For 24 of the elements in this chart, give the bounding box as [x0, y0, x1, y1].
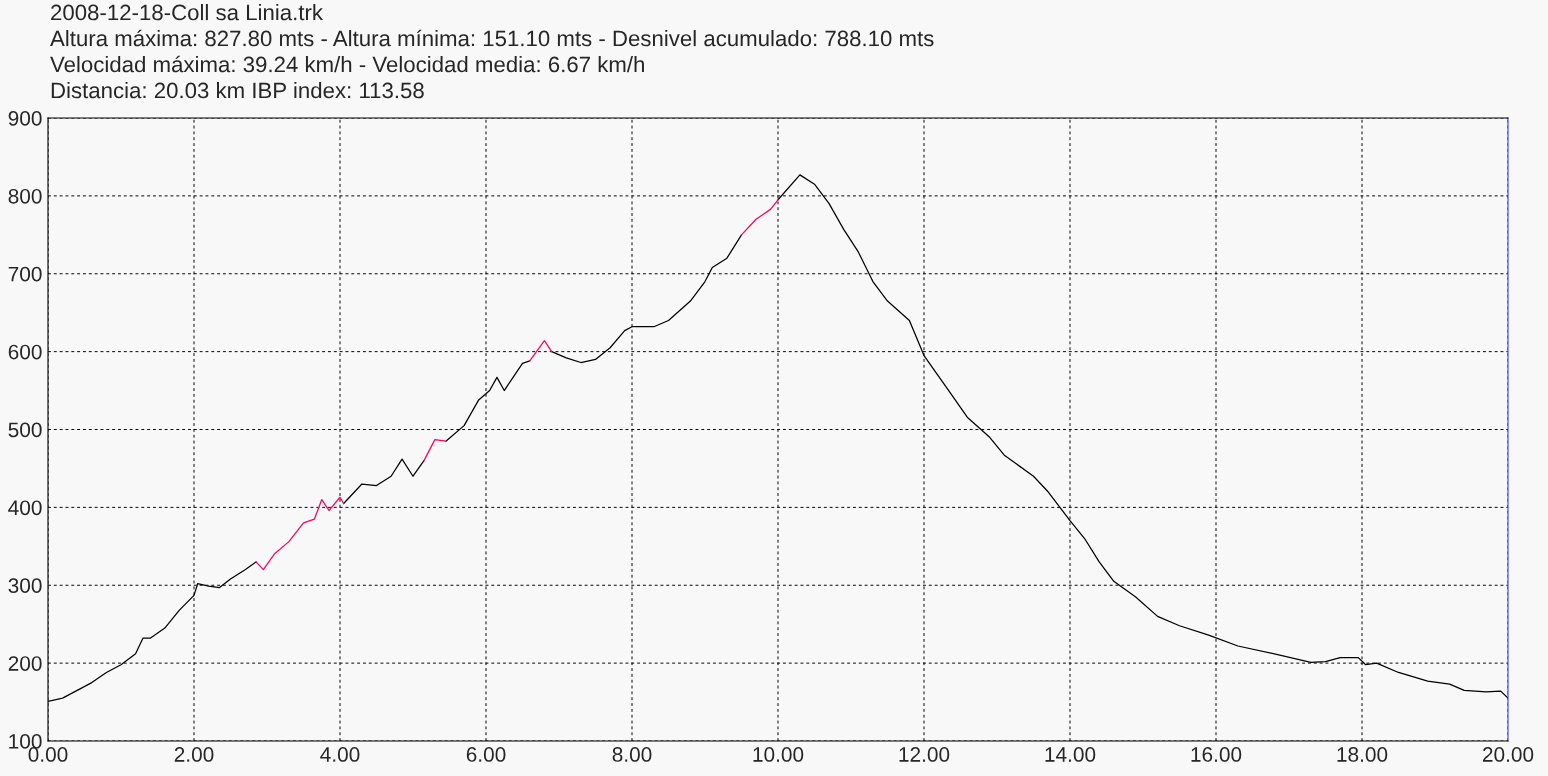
y-tick-label: 800: [8, 188, 42, 204]
x-tick-label: 16.00: [1191, 747, 1242, 762]
y-tick-label: 200: [8, 656, 42, 671]
text: Altura máxima: 827.80 mts - Altura mínima: 151.10 mts - Desnivel acumulado: 788.10 mts: [50, 29, 934, 47]
x-tick-label: 20.00: [1482, 747, 1534, 762]
x-tick-label: 4.00: [320, 747, 360, 762]
y-tick-label: 700: [8, 266, 42, 282]
y-tick-label: 600: [8, 344, 42, 360]
y-tick-label: 900: [8, 111, 42, 126]
text: Velocidad máxima: 39.24 km/h - Velocidad media: 6.67 km/h: [50, 55, 644, 73]
y-tick-label: 500: [8, 422, 42, 438]
x-tick-label: 6.00: [466, 747, 506, 762]
y-tick-label: 400: [8, 500, 42, 516]
x-tick-label: 14.00: [1045, 747, 1096, 762]
x-tick-label: 18.00: [1337, 747, 1388, 762]
x-tick-label: 0.00: [28, 747, 68, 762]
x-tick-label: 12.00: [899, 747, 950, 762]
text: Distancia: 20.03 km IBP index: 113.58: [51, 82, 424, 99]
y-tick-label: 100: [9, 734, 42, 749]
x-tick-label: 10.00: [753, 747, 804, 762]
y-tick-label: 300: [8, 578, 42, 593]
chart-title: 2008-12-18-Coll sa Linia.trk: [51, 4, 324, 21]
x-tick-label: 2.00: [174, 747, 214, 762]
x-tick-label: 8.00: [612, 747, 652, 762]
